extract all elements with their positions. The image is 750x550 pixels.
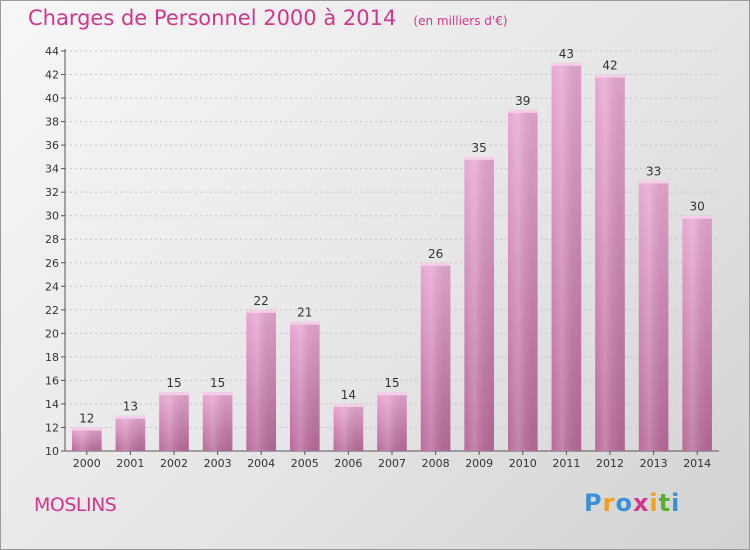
bar-cap: [71, 427, 102, 431]
y-tick-label: 32: [45, 186, 59, 199]
x-tick-label: 2006: [334, 457, 362, 470]
bar-value-label: 43: [559, 47, 574, 61]
x-tick-label: 2003: [204, 457, 232, 470]
logo-letter: t: [658, 489, 672, 517]
x-tick-label: 2008: [422, 457, 450, 470]
x-tick-label: 2001: [116, 457, 144, 470]
bar-cap: [115, 415, 146, 419]
x-tick-label: 2014: [683, 457, 711, 470]
logo-letter: P: [584, 489, 603, 517]
bar-value-label: 13: [123, 400, 138, 414]
x-tick-label: 2011: [552, 457, 580, 470]
x-tick-label: 2000: [73, 457, 101, 470]
y-tick-label: 34: [45, 163, 59, 176]
y-tick-label: 22: [45, 304, 59, 317]
logo-letter: o: [615, 489, 633, 517]
y-tick-label: 10: [45, 445, 59, 458]
proxiti-logo: Proxiti: [584, 489, 680, 517]
y-tick-label: 40: [45, 92, 59, 105]
bar-cap: [289, 321, 320, 325]
y-tick-label: 24: [45, 280, 59, 293]
logo-letter: i: [671, 489, 681, 517]
bar-cap: [551, 62, 582, 66]
bar-shine: [333, 403, 364, 451]
bar-value-label: 15: [210, 376, 225, 390]
bar-value-label: 12: [79, 411, 94, 425]
bar-shine: [682, 215, 713, 451]
logo-letter: x: [632, 489, 650, 517]
bar-shine: [377, 392, 407, 451]
bar-cap: [202, 392, 233, 396]
x-tick-label: 2012: [596, 457, 624, 470]
bar-value-label: 42: [602, 59, 617, 73]
bar-cap: [246, 309, 277, 313]
bar-shine: [115, 415, 146, 451]
bar-shine: [551, 62, 582, 451]
bar-shine: [507, 109, 538, 451]
x-tick-label: 2002: [160, 457, 188, 470]
bar-shine: [159, 392, 189, 451]
commune-name: MOSLINS: [34, 494, 117, 516]
y-tick-label: 30: [45, 210, 59, 223]
bar-cap: [159, 392, 189, 396]
y-tick-label: 18: [45, 351, 59, 364]
y-tick-label: 16: [45, 374, 59, 387]
y-tick-label: 12: [45, 421, 59, 434]
bar-value-label: 33: [646, 164, 661, 178]
bar-value-label: 30: [690, 200, 705, 214]
label-layer: 12 2000 13 2001 15 2002 15 2003 22 2004 21 2005 14 20…: [73, 47, 711, 470]
bar-cap: [638, 180, 669, 184]
x-tick-label: 2013: [640, 457, 668, 470]
x-tick-label: 2010: [509, 457, 537, 470]
bar-cap: [464, 156, 495, 160]
bar-shine: [638, 180, 669, 452]
x-tick-label: 2007: [378, 457, 406, 470]
bar-cap: [595, 74, 625, 78]
bar-layer: [71, 62, 713, 452]
bar-value-label: 14: [341, 388, 356, 402]
logo-letter: r: [602, 489, 616, 517]
bar-shine: [202, 392, 233, 451]
x-tick-label: 2009: [465, 457, 493, 470]
chart-subtitle: (en milliers d'€): [413, 14, 508, 28]
bar-value-label: 39: [515, 94, 530, 108]
bar-cap: [682, 215, 713, 219]
y-tick-label: 28: [45, 233, 59, 246]
bar-value-label: 35: [472, 141, 487, 155]
bar-shine: [71, 427, 102, 451]
title-row: Charges de Personnel 2000 à 2014 (en mil…: [28, 6, 508, 30]
y-tick-label: 26: [45, 257, 59, 270]
bar-shine: [595, 74, 625, 451]
bar-value-label: 21: [297, 306, 312, 320]
bar-shine: [246, 309, 277, 451]
y-tick-label: 42: [45, 69, 59, 82]
bar-value-label: 15: [166, 376, 181, 390]
bar-shine: [420, 262, 451, 451]
bar-cap: [507, 109, 538, 113]
bar-value-label: 15: [384, 376, 399, 390]
bar-cap: [377, 392, 407, 396]
bar-cap: [420, 262, 451, 266]
y-tick-label: 36: [45, 139, 59, 152]
bar-shine: [464, 156, 495, 451]
bar-value-label: 26: [428, 247, 443, 261]
bar-cap: [333, 403, 364, 407]
logo-letter: i: [649, 489, 659, 517]
y-tick-label: 44: [45, 45, 59, 58]
bar-shine: [289, 321, 320, 451]
y-tick-label: 20: [45, 327, 59, 340]
x-tick-label: 2005: [291, 457, 319, 470]
y-tick-label: 38: [45, 116, 59, 129]
bar-value-label: 22: [254, 294, 269, 308]
chart-title: Charges de Personnel 2000 à 2014: [28, 6, 397, 30]
x-tick-label: 2004: [247, 457, 275, 470]
y-tick-label: 14: [45, 398, 59, 411]
